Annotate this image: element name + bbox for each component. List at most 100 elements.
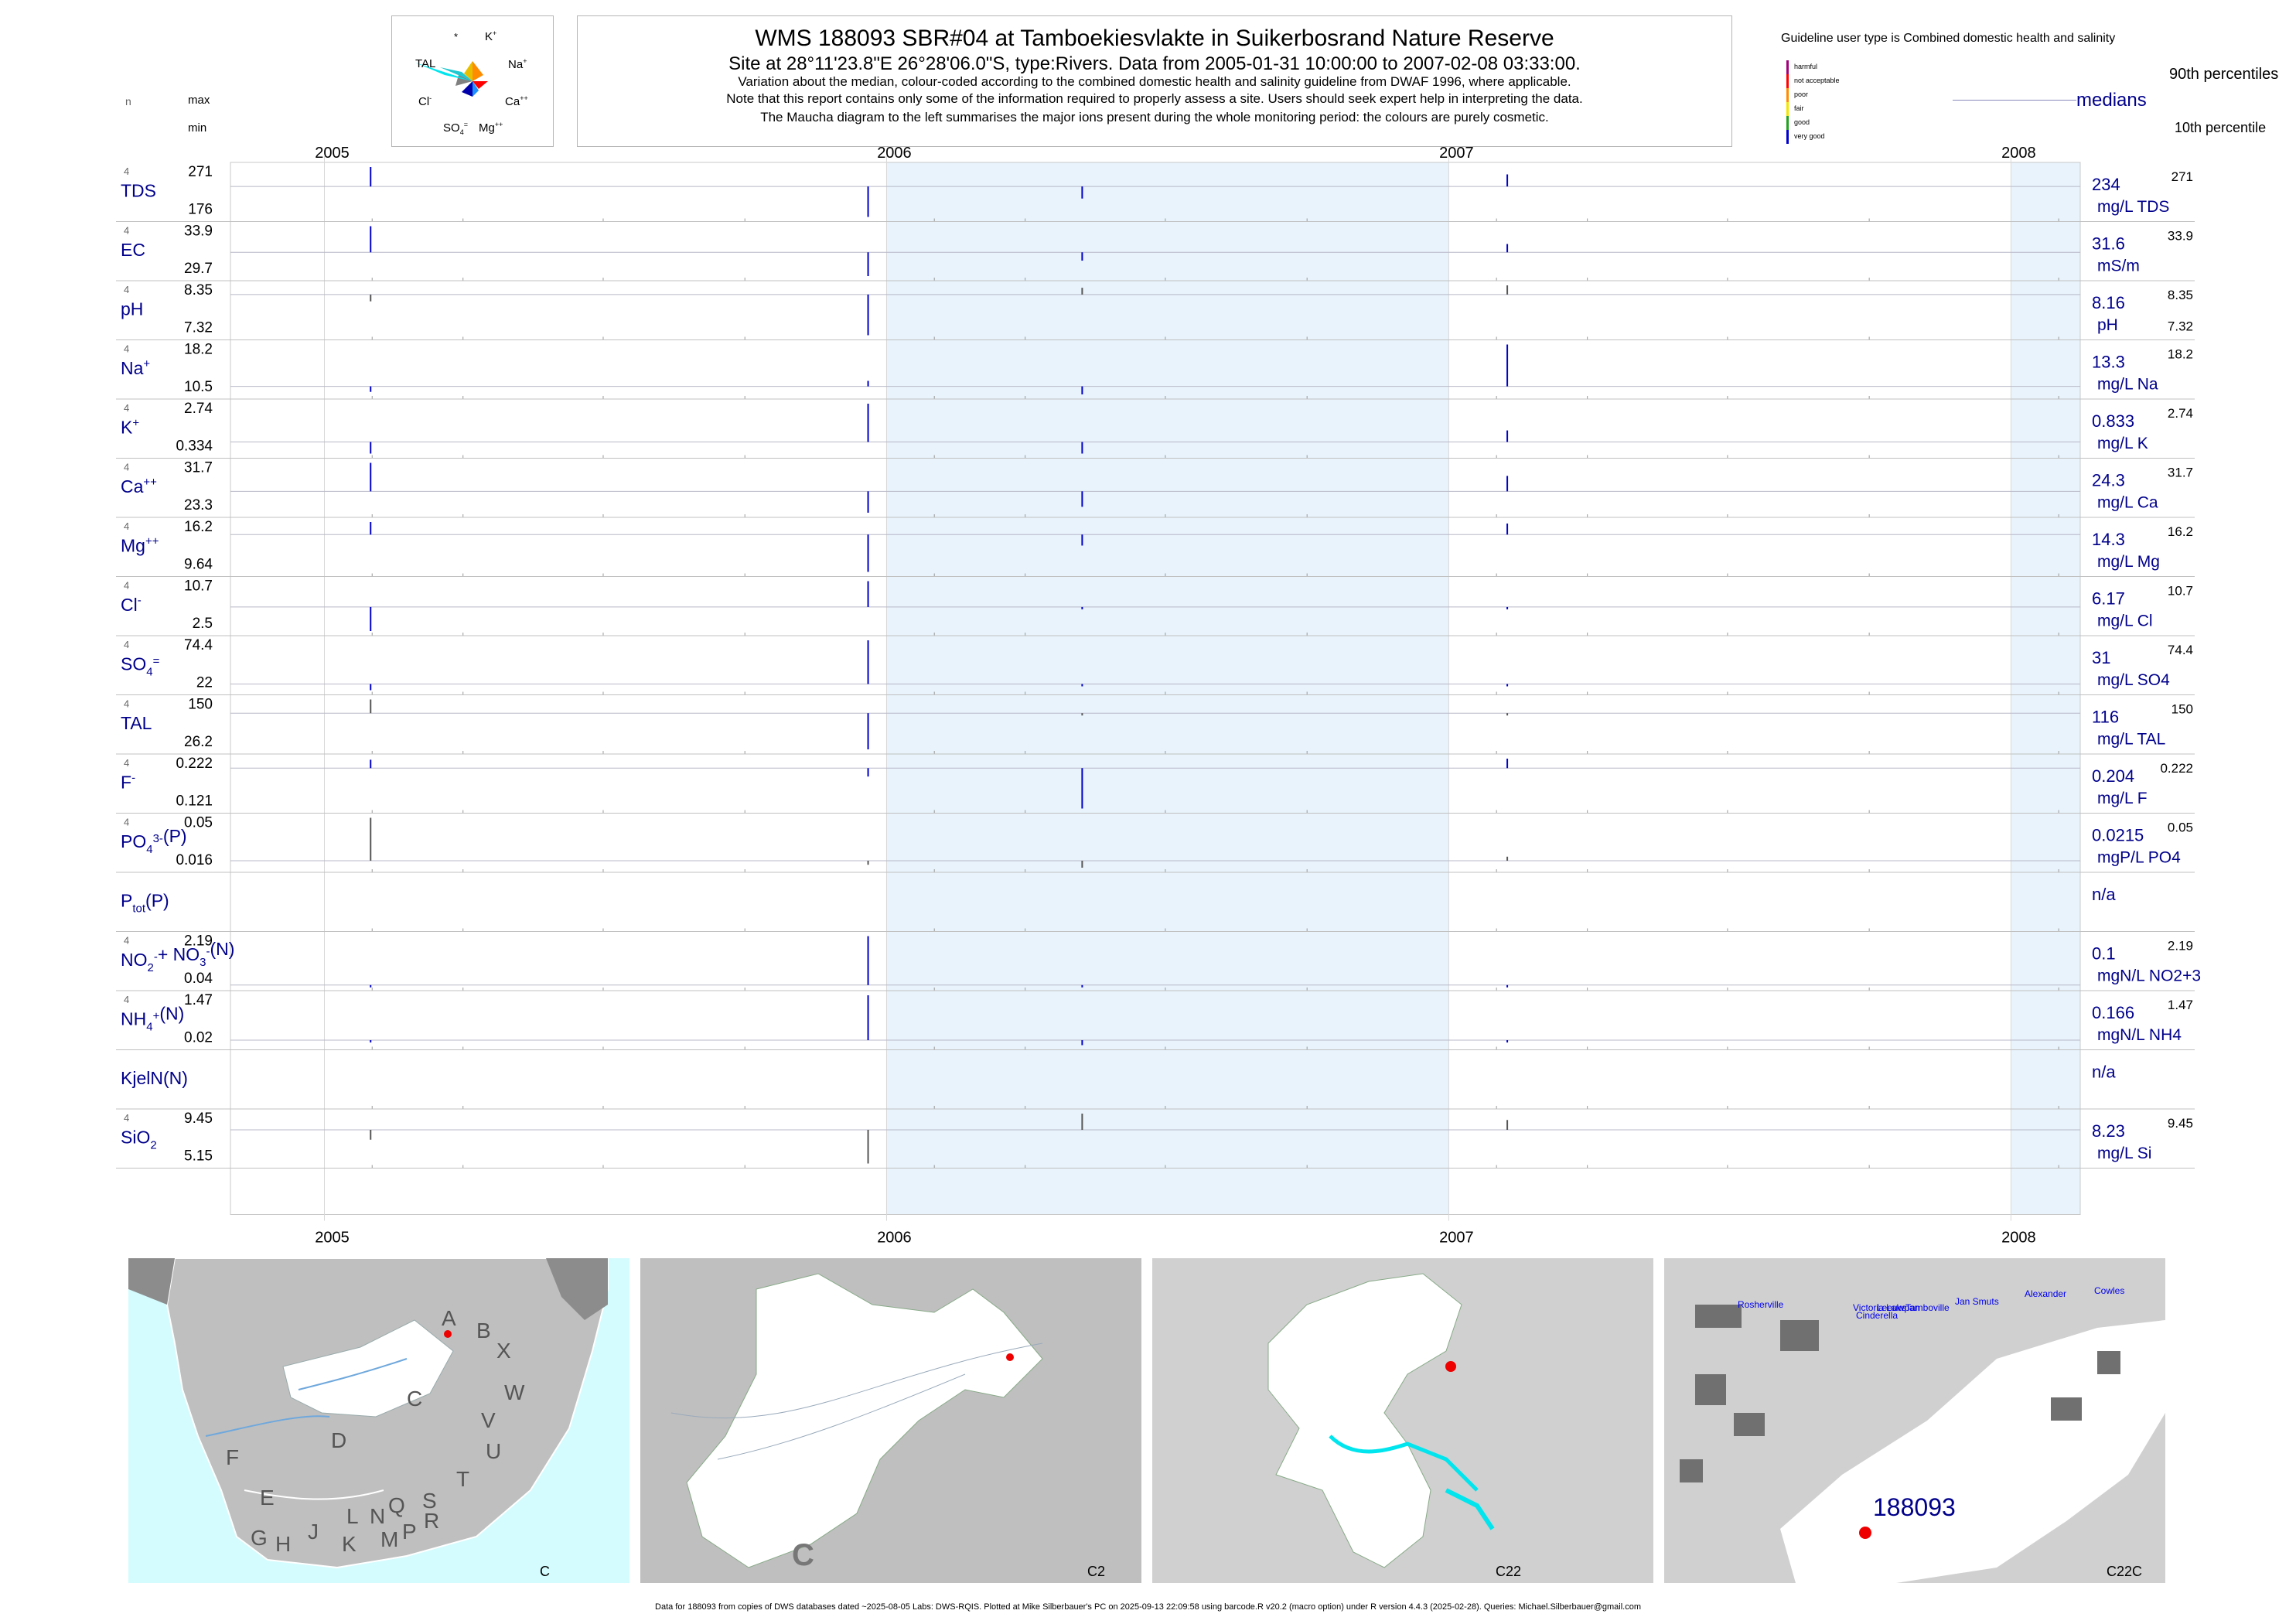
legend-class-label: very good	[1794, 132, 1825, 140]
map1-region-t: T	[456, 1467, 470, 1491]
page-subtitle: Site at 28°11'23.8"E 26°28'06.0"S, type:…	[728, 53, 1581, 74]
param-label-15: KjelN(N)	[121, 1068, 188, 1088]
row-max: 33.9	[184, 223, 213, 240]
maucha-star: *	[454, 31, 459, 43]
map1-region-v: V	[481, 1408, 496, 1432]
param-label-2: pH	[121, 299, 143, 319]
row-max: 9.45	[184, 1111, 213, 1127]
row-right-min: 7.32	[2168, 319, 2193, 334]
row-unit: mg/L F	[2097, 790, 2148, 807]
year-label-bottom: 2008	[2001, 1230, 2036, 1246]
param-label-8: SO4=	[121, 653, 160, 678]
map1-region-l: L	[346, 1504, 359, 1528]
row-right-max: 2.19	[2168, 939, 2193, 954]
row-n: 4	[124, 402, 129, 414]
map1-region-x: X	[496, 1339, 511, 1363]
year-label-top: 2006	[877, 145, 912, 162]
col-header-min: min	[188, 121, 207, 135]
legend-medians: medians	[2076, 90, 2147, 111]
row-median-value: 31	[2092, 648, 2110, 667]
row-unit: mg/L K	[2097, 435, 2148, 452]
row-min: 176	[188, 202, 213, 218]
row-unit: mgN/L NO2+3	[2097, 967, 2201, 985]
footer-text: Data for 188093 from copies of DWS datab…	[655, 1602, 1641, 1612]
row-n: 4	[124, 994, 129, 1005]
maucha-mg: Mg++	[479, 121, 503, 135]
map4-place-jan-smuts: Jan Smuts	[1955, 1296, 1999, 1307]
info-line-3: The Maucha diagram to the left summarise…	[760, 110, 1549, 125]
row-right-max: 18.2	[2168, 347, 2193, 362]
row-right-max: 1.47	[2168, 998, 2193, 1012]
map1-corner-label: C	[540, 1564, 550, 1579]
row-max: 1.47	[184, 992, 213, 1008]
map2-big-label: C	[792, 1538, 814, 1572]
param-label-1: EC	[121, 240, 145, 260]
legend-guideline: Guideline user type is Combined domestic…	[1781, 32, 2116, 45]
maucha-ca: Ca++	[505, 94, 528, 108]
row-unit: mgP/L PO4	[2097, 849, 2181, 867]
info-line-2: Note that this report contains only some…	[726, 91, 1583, 106]
row-min: 0.04	[184, 971, 213, 987]
col-header-n: n	[125, 95, 131, 107]
row-max: 2.74	[184, 401, 213, 417]
param-label-4: K+	[121, 416, 139, 437]
row-right-max: 9.45	[2168, 1116, 2193, 1131]
shaded-year-band	[886, 162, 1449, 1215]
legend-class-label: fair	[1794, 104, 1804, 112]
maucha-k: K+	[485, 29, 497, 43]
row-median-value: 0.204	[2092, 766, 2134, 786]
legend-swatch	[1786, 88, 1789, 102]
legend-class-label: good	[1794, 118, 1810, 126]
row-min: 26.2	[184, 734, 213, 750]
legend-swatch	[1786, 60, 1789, 74]
year-label-bottom: 2006	[877, 1230, 912, 1246]
row-right-max: 10.7	[2168, 584, 2193, 599]
param-label-10: F-	[121, 771, 135, 792]
row-right-max: 0.222	[2160, 761, 2193, 776]
row-median-value: 8.23	[2092, 1121, 2125, 1141]
row-n: 4	[124, 757, 129, 769]
param-label-9: TAL	[121, 713, 152, 733]
map4-place-rosherville: Rosherville	[1738, 1299, 1784, 1310]
param-label-3: Na+	[121, 357, 150, 378]
legend-class-label: not acceptable	[1794, 77, 1840, 84]
year-label-bottom: 2005	[315, 1230, 350, 1246]
row-min: 2.5	[193, 616, 213, 632]
row-median-value: 8.16	[2092, 293, 2125, 312]
row-unit: mg/L SO4	[2097, 671, 2170, 689]
legend: Guideline user type is Combined domestic…	[1771, 15, 2281, 147]
maucha-diagram-box: * K+ TAL Na+ Cl- Ca++ SO4= Mg++	[391, 15, 554, 147]
map1-region-d: D	[331, 1428, 347, 1452]
row-n: 4	[124, 165, 129, 177]
shaded-year-band	[2011, 162, 2080, 1215]
row-unit: mg/L TDS	[2097, 198, 2169, 216]
map1-region-c: C	[407, 1387, 423, 1411]
row-n: 4	[124, 462, 129, 473]
row-median-value: 234	[2092, 175, 2120, 194]
maucha-cl: Cl-	[418, 94, 432, 108]
legend-p90: 90th percentiles	[2169, 66, 2279, 83]
row-max: 271	[188, 164, 213, 180]
maucha-so4: SO4=	[443, 121, 468, 136]
row-right-max: 150	[2171, 702, 2193, 717]
maucha-tal: TAL	[415, 57, 436, 70]
row-unit: mgN/L NH4	[2097, 1026, 2182, 1044]
row-min: 0.016	[176, 852, 213, 868]
row-min: 5.15	[184, 1148, 213, 1165]
map1-region-w: W	[504, 1380, 525, 1404]
row-median-value: 24.3	[2092, 471, 2125, 490]
row-median-value: 0.166	[2092, 1003, 2134, 1022]
row-median-value: 0.0215	[2092, 826, 2144, 845]
maucha-na: Na+	[508, 57, 527, 71]
map1-region-m: M	[380, 1527, 399, 1551]
row-max: 16.2	[184, 519, 213, 535]
map1-region-b: B	[476, 1319, 491, 1343]
row-max: 0.05	[184, 815, 213, 831]
title-box: WMS 188093 SBR#04 at Tamboekiesvlakte in…	[577, 15, 1732, 147]
param-label-11: PO43-(P)	[121, 826, 187, 856]
row-unit: mg/L Si	[2097, 1145, 2151, 1162]
legend-swatch	[1786, 116, 1789, 130]
map1-region-u: U	[486, 1439, 502, 1463]
param-label-0: TDS	[121, 180, 156, 200]
map4-place-cinderella: Cinderella	[1856, 1310, 1899, 1321]
